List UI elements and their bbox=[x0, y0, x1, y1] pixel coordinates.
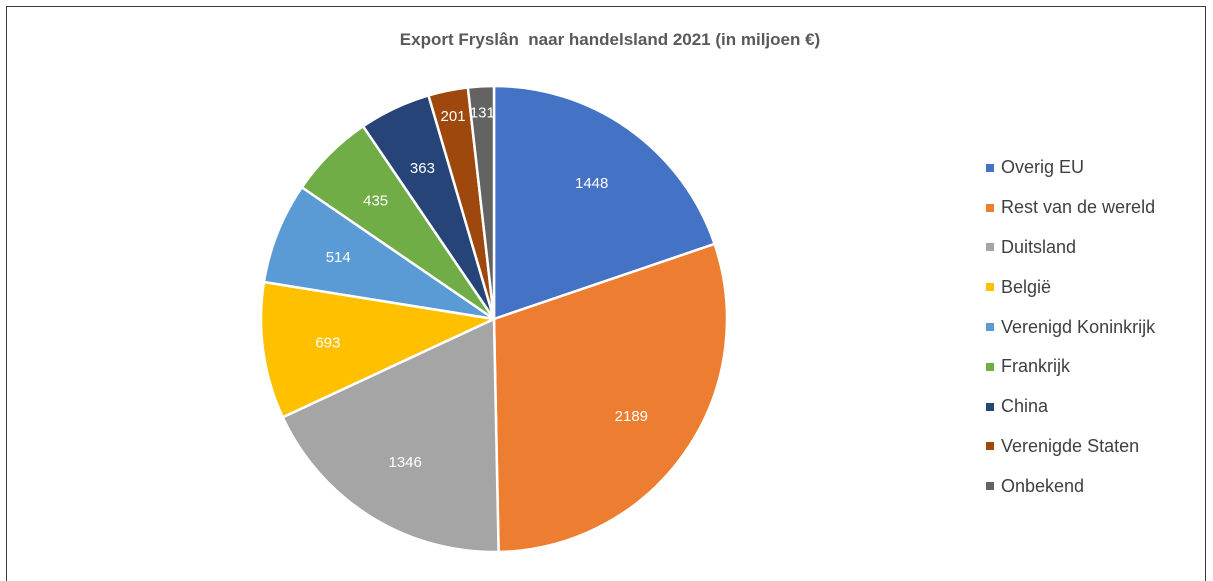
data-label-china: 363 bbox=[410, 160, 435, 177]
data-label-rest-van-de-wereld: 2189 bbox=[615, 408, 648, 425]
pie-slices bbox=[259, 84, 729, 554]
legend-swatch bbox=[986, 283, 994, 292]
chart-legend: Overig EU Rest van de wereld Duitsland Belg… bbox=[986, 148, 1155, 506]
data-label-belgi-: 693 bbox=[315, 335, 340, 352]
legend-item-china: China bbox=[986, 387, 1155, 427]
data-label-frankrijk: 435 bbox=[363, 193, 388, 210]
legend-label: China bbox=[1001, 396, 1049, 417]
pie-data-labels: 1448 2189 1346 693 514 435 363 201 131 bbox=[315, 104, 648, 470]
legend-swatch bbox=[986, 482, 994, 491]
legend-label: Verenigde Staten bbox=[1001, 435, 1140, 456]
legend-item-onbekend: Onbekend bbox=[986, 466, 1155, 506]
pie-slice-onbekend bbox=[466, 84, 496, 321]
pie-slice-rest-van-de-wereld bbox=[492, 242, 729, 554]
legend-item-duitsland: Duitsland bbox=[986, 228, 1155, 268]
data-label-verenigde-staten: 201 bbox=[441, 108, 466, 125]
legend-label: Rest van de wereld bbox=[1001, 197, 1156, 218]
legend-label: Verenigd Koninkrijk bbox=[1001, 316, 1156, 337]
chart-title: Export Fryslân naar handelsland 2021 (in… bbox=[399, 30, 821, 49]
legend-label: Duitsland bbox=[1001, 236, 1077, 257]
legend-label: Frankrijk bbox=[1001, 356, 1071, 377]
legend-label: België bbox=[1001, 276, 1052, 297]
legend-swatch bbox=[986, 203, 994, 212]
legend-swatch bbox=[986, 402, 994, 411]
legend-item-overig-eu: Overig EU bbox=[986, 148, 1155, 188]
data-label-onbekend: 131 bbox=[470, 104, 495, 121]
legend-swatch bbox=[986, 323, 994, 332]
legend-swatch bbox=[986, 362, 994, 371]
pie-slice-overig-eu bbox=[492, 84, 716, 321]
legend-swatch bbox=[986, 243, 994, 252]
data-label-overig-eu: 1448 bbox=[575, 175, 608, 192]
legend-swatch bbox=[986, 442, 994, 451]
pie-slice-belgi- bbox=[259, 280, 496, 419]
legend-item-verenigd-koninkrijk: Verenigd Koninkrijk bbox=[986, 307, 1155, 347]
legend-label: Onbekend bbox=[1001, 475, 1085, 496]
legend-swatch bbox=[986, 163, 994, 172]
data-label-verenigd-koninkrijk: 514 bbox=[326, 249, 351, 266]
legend-item-frankrijk: Frankrijk bbox=[986, 347, 1155, 387]
legend-label: Overig EU bbox=[1001, 157, 1085, 178]
data-label-duitsland: 1346 bbox=[388, 454, 421, 471]
legend-item-rest-van-de-wereld: Rest van de wereld bbox=[986, 188, 1155, 228]
legend-item-belgi-: België bbox=[986, 267, 1155, 307]
pie-slice-verenigd-koninkrijk bbox=[262, 186, 496, 321]
legend-item-verenigde-staten: Verenigde Staten bbox=[986, 427, 1155, 467]
pie-slice-duitsland bbox=[281, 317, 500, 554]
